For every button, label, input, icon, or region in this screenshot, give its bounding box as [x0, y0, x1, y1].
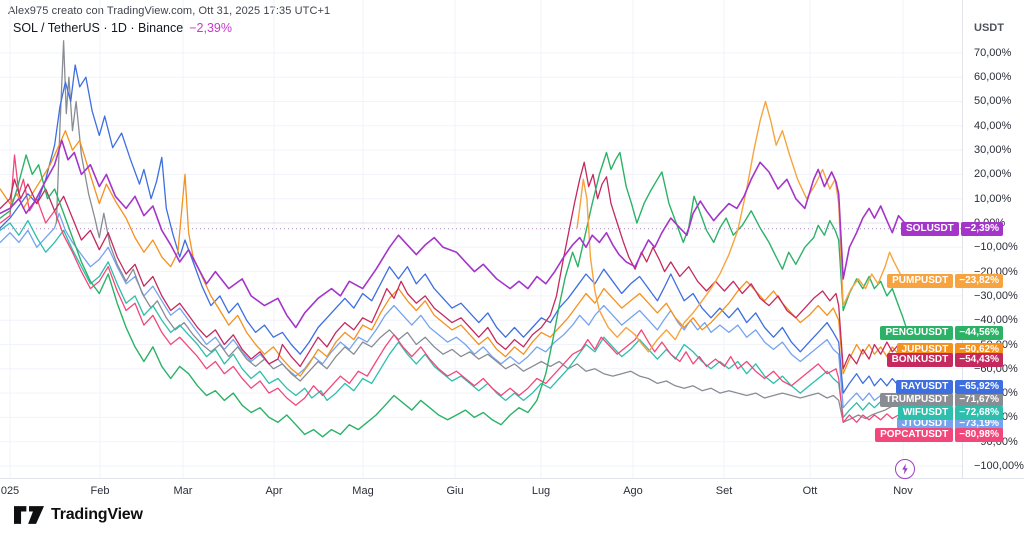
series-label-ticker: BONKUSDT — [886, 353, 954, 367]
series-label-TRUMPUSDT[interactable]: TRUMPUSDT −71,67% — [880, 393, 1003, 407]
series-label-PENGUUSDT[interactable]: PENGUUSDT −44,56% — [880, 326, 1003, 340]
price-tick: 30,00% — [974, 144, 1012, 156]
series-label-change: −72,68% — [955, 406, 1003, 420]
time-tick: Ott — [802, 485, 818, 497]
series-label-ticker: RAYUSDT — [895, 380, 954, 394]
lightning-icon — [902, 463, 908, 475]
symbol-legend[interactable]: SOL / TetherUS · 1D · Binance −2,39% — [13, 21, 232, 35]
series-label-change: −23,82% — [955, 274, 1003, 288]
series-label-ticker: POPCATUSDT — [875, 428, 954, 442]
price-tick: −30,00% — [974, 290, 1018, 302]
time-tick: Nov — [893, 485, 913, 497]
boost-button[interactable] — [895, 459, 915, 479]
series-line-BONKUSDT — [0, 161, 909, 370]
series-label-change: −80,98% — [955, 428, 1003, 442]
series-label-change: −54,43% — [955, 353, 1003, 367]
series-label-ticker: TRUMPUSDT — [880, 393, 954, 407]
price-tick: 20,00% — [974, 168, 1012, 180]
price-axis-currency-label: USDT — [974, 22, 1004, 34]
series-line-TRUMPUSDT — [55, 40, 909, 423]
series-label-change: −71,67% — [955, 393, 1003, 407]
time-tick: Giu — [446, 485, 464, 497]
price-tick: −100,00% — [974, 460, 1024, 472]
series-line-RAYUSDT — [0, 64, 909, 394]
series-label-SOLUSDT[interactable]: SOLUSDT −2,39% — [901, 222, 1003, 236]
tradingview-logo-text: TradingView — [51, 506, 143, 523]
series-line-JUPUSDT — [0, 130, 909, 377]
series-label-POPCATUSDT[interactable]: POPCATUSDT −80,98% — [875, 428, 1003, 442]
series-line-PENGUUSDT — [0, 151, 909, 438]
series-label-PUMPUSDT[interactable]: PUMPUSDT −23,82% — [887, 274, 1003, 288]
series-label-ticker: SOLUSDT — [901, 222, 959, 236]
price-tick: −10,00% — [974, 241, 1018, 253]
time-tick: Ago — [623, 485, 643, 497]
time-tick: Mar — [173, 485, 193, 497]
time-tick: Lug — [531, 485, 551, 497]
series-line-PUMPUSDT — [576, 100, 909, 353]
series-label-JTOUSDT[interactable]: JTOUSDT −73,19% — [896, 417, 1003, 431]
symbol-change-value: −2,39% — [189, 21, 232, 35]
series-label-ticker: JTOUSDT — [896, 417, 954, 431]
series-label-change: −44,56% — [955, 326, 1003, 340]
price-tick: 10,00% — [974, 193, 1012, 205]
tradingview-footer[interactable]: TradingView — [14, 506, 143, 524]
time-tick: 025 — [0, 485, 20, 497]
series-line-WIFUSDT — [0, 219, 909, 419]
series-label-ticker: PENGUUSDT — [880, 326, 954, 340]
symbol-title: SOL / TetherUS · 1D · Binance — [13, 21, 184, 35]
series-price-labels: JTOUSDT −73,19% TRUMPUSDT −71,67% WIFUSDT −72… — [875, 222, 1003, 442]
series-label-BONKUSDT[interactable]: BONKUSDT −54,43% — [886, 353, 1003, 367]
tradingview-logo-icon — [14, 506, 44, 524]
series-label-change: −73,19% — [955, 417, 1003, 431]
series-label-change: −65,92% — [955, 380, 1003, 394]
series-label-WIFUSDT[interactable]: WIFUSDT −72,68% — [897, 406, 1003, 420]
time-tick: Set — [715, 485, 733, 497]
series-label-ticker: PUMPUSDT — [887, 274, 954, 288]
price-tick: 60,00% — [974, 71, 1012, 83]
price-chart-pane[interactable] — [0, 0, 962, 478]
series-line-JTOUSDT — [0, 212, 909, 409]
series-label-change: −2,39% — [960, 222, 1003, 236]
time-tick: Mag — [352, 485, 374, 497]
time-tick: Apr — [265, 485, 283, 497]
series-label-RAYUSDT[interactable]: RAYUSDT −65,92% — [895, 380, 1003, 394]
series-label-ticker: WIFUSDT — [897, 406, 954, 420]
series-line-POPCATUSDT — [0, 154, 909, 423]
series-line-SOLUSDT — [0, 139, 909, 329]
price-tick: 50,00% — [974, 95, 1012, 107]
time-tick: Feb — [90, 485, 110, 497]
attribution-text: Alex975 creato con TradingView.com, Ott … — [8, 5, 331, 17]
price-tick: 40,00% — [974, 120, 1012, 132]
time-axis[interactable]: 025 Feb Mar Apr Mag Giu Lug Ago Set Ott Nov — [0, 478, 1024, 503]
price-tick: −40,00% — [974, 314, 1018, 326]
price-tick: 70,00% — [974, 47, 1012, 59]
